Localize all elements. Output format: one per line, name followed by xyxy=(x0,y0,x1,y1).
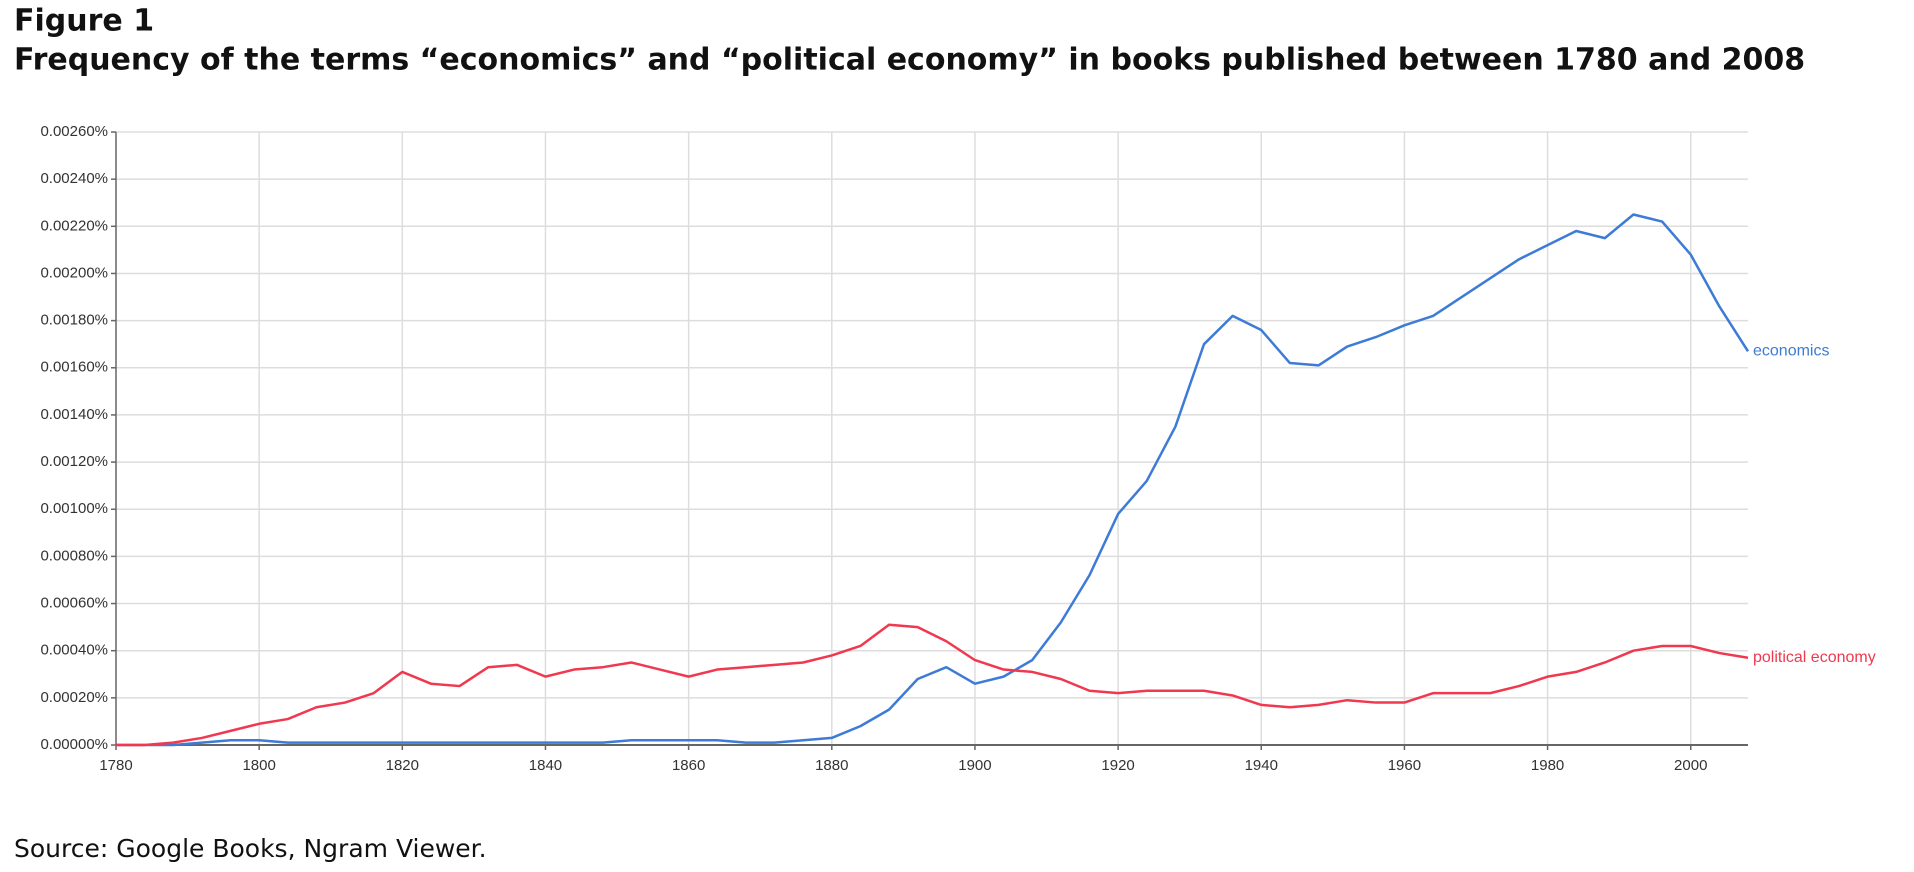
y-tick-label: 0.00020% xyxy=(40,689,108,706)
x-tick-label: 1860 xyxy=(672,757,705,774)
figure-label: Figure 1 xyxy=(14,4,154,39)
chart-title: Frequency of the terms “economics” and “… xyxy=(14,43,1805,78)
x-tick-label: 1980 xyxy=(1531,757,1564,774)
x-tick-label: 1960 xyxy=(1388,757,1421,774)
x-tick-label: 1900 xyxy=(958,757,991,774)
x-tick-label: 1780 xyxy=(99,757,132,774)
series-label: economics xyxy=(1753,342,1829,359)
y-tick-label: 0.00240% xyxy=(40,170,108,187)
x-tick-label: 1820 xyxy=(386,757,419,774)
y-tick-label: 0.00000% xyxy=(40,736,108,753)
y-tick-label: 0.00220% xyxy=(40,217,108,234)
y-tick-label: 0.00200% xyxy=(40,264,108,281)
y-tick-label: 0.00160% xyxy=(40,359,108,376)
x-tick-label: 1880 xyxy=(815,757,848,774)
y-tick-label: 0.00040% xyxy=(40,642,108,659)
y-tick-label: 0.00120% xyxy=(40,453,108,470)
y-tick-label: 0.00080% xyxy=(40,547,108,564)
x-tick-label: 1840 xyxy=(529,757,562,774)
source-note: Source: Google Books, Ngram Viewer. xyxy=(14,834,487,863)
x-tick-label: 1800 xyxy=(242,757,275,774)
series-label: political economy xyxy=(1753,649,1876,666)
y-tick-label: 0.00100% xyxy=(40,500,108,517)
y-tick-label: 0.00260% xyxy=(40,123,108,140)
x-tick-label: 1920 xyxy=(1101,757,1134,774)
series-line xyxy=(116,623,1749,747)
y-tick-label: 0.00140% xyxy=(40,406,108,423)
x-tick-label: 1940 xyxy=(1245,757,1278,774)
series-line xyxy=(116,213,1750,747)
y-tick-label: 0.00180% xyxy=(40,312,108,329)
x-tick-label: 2000 xyxy=(1674,757,1707,774)
y-tick-label: 0.00060% xyxy=(40,595,108,612)
